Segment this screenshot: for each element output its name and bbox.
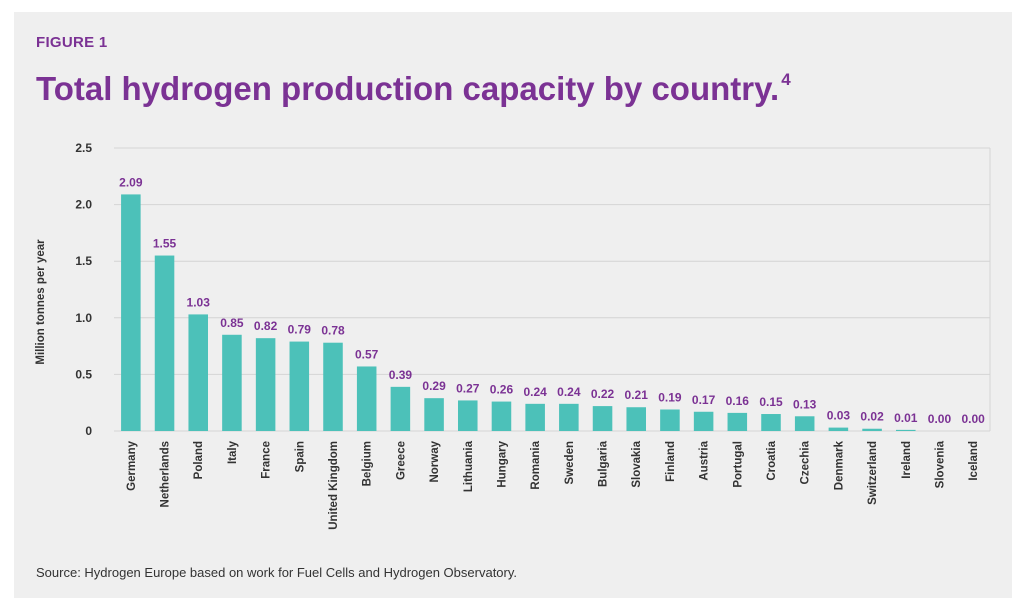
bar-ireland: [895, 429, 916, 431]
figure-label: FIGURE 1: [36, 34, 108, 51]
bar-slovakia: [626, 407, 647, 431]
data-label: 1.03: [187, 295, 211, 309]
category-label: Norway: [429, 440, 441, 482]
bar-greece: [390, 386, 411, 431]
bar-portugal: [727, 412, 748, 431]
data-label: 0.21: [625, 388, 649, 402]
category-label: Switzerland: [867, 441, 879, 505]
category-label: Slovenia: [934, 440, 946, 488]
data-label: 0.82: [254, 319, 278, 333]
bar-spain: [289, 341, 310, 431]
category-label: Spain: [294, 441, 306, 472]
source-note: Source: Hydrogen Europe based on work fo…: [36, 565, 518, 580]
data-label: 0.79: [288, 323, 312, 337]
category-label: Iceland: [968, 441, 980, 481]
data-label: 0.19: [658, 390, 682, 404]
bar-chart: 2.09 1.55 1.03 0.85 0.82 0.79 0.78 0.57 0.39 0.29…: [35, 141, 991, 530]
category-label: Germany: [126, 440, 138, 490]
y-tick-label: 0.5: [75, 367, 92, 381]
data-label: 0.85: [220, 316, 244, 330]
data-label: 0.02: [860, 410, 884, 424]
data-label: 0.00: [961, 412, 985, 426]
bar-switzerland: [862, 428, 882, 431]
data-label: 0.26: [490, 383, 514, 397]
data-label: 0.22: [591, 387, 615, 401]
bar-netherlands: [154, 255, 175, 431]
bar-austria: [693, 411, 714, 431]
category-label: Bulgaria: [598, 440, 610, 487]
grid-lines: [114, 147, 991, 432]
bar-belgium: [356, 366, 377, 431]
category-label: Netherlands: [160, 441, 172, 507]
x-axis-categories: Germany Netherlands Poland Italy France Spain…: [126, 440, 980, 529]
data-label: 0.15: [759, 395, 783, 409]
category-label: Czechia: [800, 440, 812, 484]
category-label: Portugal: [732, 441, 744, 488]
category-label: Ireland: [901, 441, 913, 479]
category-label: Hungary: [496, 440, 508, 487]
category-label: Sweden: [564, 441, 576, 484]
category-label: Slovakia: [631, 440, 643, 487]
bar-lithuania: [457, 400, 478, 431]
data-label: 0.17: [692, 393, 716, 407]
data-label: 0.27: [456, 381, 480, 395]
bar-united-kingdom: [323, 342, 343, 431]
data-label: 0.24: [557, 385, 581, 399]
bar-sweden: [559, 403, 579, 431]
chart-title: Total hydrogen production capacity by co…: [36, 70, 791, 108]
category-label: Finland: [665, 441, 677, 482]
category-label: United Kingdom: [328, 441, 340, 530]
data-label: 0.13: [793, 397, 817, 411]
y-tick-label: 1.5: [75, 254, 92, 268]
data-label: 0.00: [928, 412, 952, 426]
bar-norway: [424, 398, 444, 431]
figure-card: FIGURE 1 Total hydrogen production capac…: [14, 12, 1012, 598]
bar-bulgaria: [592, 406, 613, 431]
data-label: 2.09: [119, 175, 143, 189]
data-labels: 2.09 1.55 1.03 0.85 0.82 0.79 0.78 0.57 0.39 0.29…: [119, 175, 985, 426]
category-label: Greece: [395, 441, 407, 480]
bar-czechia: [794, 416, 815, 431]
chart-title-text: Total hydrogen production capacity by co…: [36, 70, 780, 107]
bar-denmark: [828, 427, 849, 431]
data-label: 0.39: [389, 368, 413, 382]
category-label: Austria: [699, 440, 711, 480]
y-axis-label: Million tonnes per year: [35, 239, 47, 365]
data-label: 0.57: [355, 347, 379, 361]
bar-poland: [188, 314, 209, 431]
data-label: 0.78: [321, 324, 345, 338]
category-label: Poland: [193, 441, 205, 479]
data-label: 0.03: [827, 409, 851, 423]
category-label: Belgium: [362, 441, 374, 486]
category-label: France: [261, 441, 273, 479]
bar-italy: [222, 334, 242, 431]
data-label: 1.55: [153, 237, 177, 251]
bar-finland: [660, 409, 680, 431]
data-label: 0.29: [422, 379, 446, 393]
footnote-marker: 4: [781, 70, 791, 89]
y-axis-ticks: 0 0.5 1.0 1.5 2.0 2.5: [75, 141, 92, 438]
y-tick-label: 0: [85, 424, 92, 438]
category-label: Italy: [227, 440, 239, 464]
data-label: 0.01: [894, 411, 918, 425]
category-label: Croatia: [766, 440, 778, 480]
y-tick-label: 2.5: [75, 141, 92, 155]
y-tick-label: 1.0: [75, 311, 92, 325]
y-tick-label: 2.0: [75, 198, 92, 212]
bar-france: [255, 338, 276, 431]
bar-croatia: [761, 414, 781, 431]
bar-romania: [525, 403, 545, 431]
category-label: Denmark: [833, 440, 845, 490]
data-label: 0.24: [523, 385, 547, 399]
category-label: Romania: [530, 440, 542, 489]
bar-germany: [121, 194, 141, 431]
data-label: 0.16: [726, 394, 750, 408]
bar-hungary: [491, 401, 512, 431]
category-label: Lithuania: [463, 440, 475, 492]
bars: [121, 194, 916, 431]
